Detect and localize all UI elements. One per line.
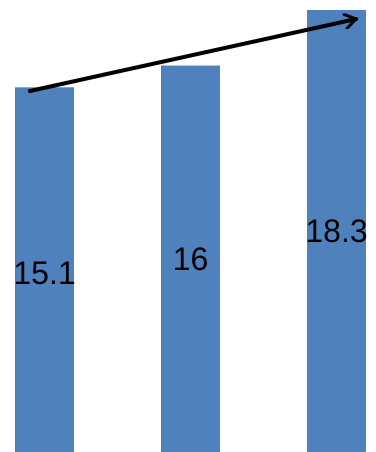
trend-arrow xyxy=(28,19,356,93)
bars-group xyxy=(15,10,366,452)
data-labels-group: 15.1 16 18.3 xyxy=(13,213,367,291)
bar-1 xyxy=(15,87,74,452)
data-label-2: 16 xyxy=(173,241,209,277)
bar-2 xyxy=(161,65,220,452)
data-label-1: 15.1 xyxy=(13,255,75,291)
data-label-3: 18.3 xyxy=(305,213,367,249)
bar-3 xyxy=(307,10,366,452)
